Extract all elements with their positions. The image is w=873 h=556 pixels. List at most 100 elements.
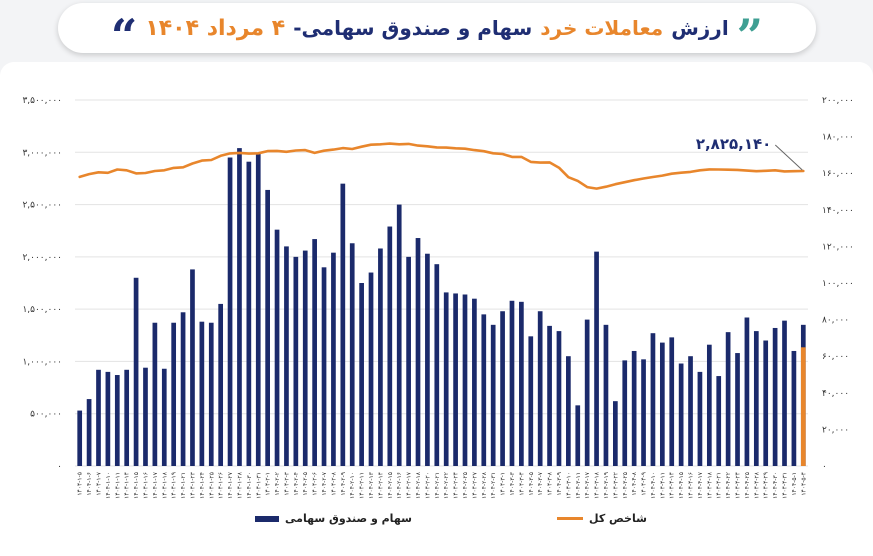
title-part-stocks-funds: سهام و صندوق سهامی- bbox=[293, 16, 533, 40]
bar bbox=[735, 353, 740, 466]
bar bbox=[706, 344, 712, 466]
bar bbox=[763, 340, 769, 466]
x-tick-label: ۱۴۰۴-۵-۱ bbox=[791, 472, 798, 496]
title-part-value: ارزش bbox=[671, 16, 729, 40]
x-tick-label: ۱۴۰۴-۴-۲۹ bbox=[763, 472, 770, 499]
bar bbox=[472, 298, 477, 466]
bar bbox=[171, 322, 177, 466]
bar bbox=[453, 293, 458, 466]
y-right-tick: ۸۰,۰۰۰ bbox=[822, 316, 849, 326]
x-tick-label: ۱۴۰۴-۴-۲۴ bbox=[735, 472, 742, 499]
y-right-tick: ۱۶۰,۰۰۰ bbox=[822, 169, 854, 179]
x-tick-label: ۱۴۰۴-۲-۱۳ bbox=[368, 471, 375, 499]
x-tick-label: ۱۴۰۴-۲-۱۸ bbox=[415, 471, 422, 499]
x-tick-label: ۱۴۰۴-۳-۱۹ bbox=[603, 472, 610, 499]
x-tick-label: ۱۴۰۴-۴-۱۰ bbox=[650, 472, 657, 499]
x-tick-label: ۱۴۰۴-۱-۱۸ bbox=[161, 471, 168, 499]
y-right-tick: ۱۸۰,۰۰۰ bbox=[822, 133, 854, 143]
x-tick-label: ۱۴۰۴-۱-۱۰ bbox=[105, 472, 112, 499]
x-tick-label: ۱۴۰۴-۲-۴ bbox=[293, 472, 300, 496]
bar bbox=[368, 272, 374, 466]
bar bbox=[584, 319, 590, 466]
bar bbox=[434, 264, 440, 466]
y-left-tick: ۳,۵۰۰,۰۰۰ bbox=[22, 96, 62, 106]
x-tick-label: ۱۴۰۴-۴-۳۱ bbox=[782, 472, 789, 499]
x-tick-label: ۱۴۰۴-۳-۲۵ bbox=[622, 472, 629, 499]
bar bbox=[443, 292, 449, 466]
bar bbox=[556, 331, 562, 466]
x-tick-label: ۱۴۰۴-۲-۱۵ bbox=[387, 472, 394, 499]
x-tick-label: ۱۴۰۴-۱-۵ bbox=[77, 472, 84, 496]
bar bbox=[312, 239, 317, 466]
closing-quote-icon: “ bbox=[110, 9, 138, 63]
x-tick-label: ۱۴۰۴-۲-۳۱ bbox=[490, 472, 497, 499]
bar bbox=[406, 256, 411, 466]
x-tick-label: ۱۴۰۴-۲-۲۵ bbox=[462, 472, 469, 499]
x-tick-label: ۱۴۰۴-۱-۲۴ bbox=[199, 472, 206, 499]
x-tick-label: ۱۴۰۴-۵-۴ bbox=[800, 472, 807, 496]
bar bbox=[199, 321, 205, 466]
annotation-label: ۲,۸۲۵,۱۴۰ bbox=[696, 135, 771, 153]
bar bbox=[340, 183, 346, 466]
x-tick-label: ۱۴۰۴-۲-۲۷ bbox=[471, 471, 478, 499]
bar bbox=[190, 269, 195, 466]
opening-quote-icon: ” bbox=[736, 9, 764, 63]
bar bbox=[566, 356, 571, 466]
legend-bars-swatch bbox=[255, 515, 279, 522]
bar bbox=[86, 399, 92, 466]
bar bbox=[744, 317, 750, 466]
x-tick-label: ۱۴۰۴-۱-۲۳ bbox=[189, 471, 196, 499]
bar bbox=[349, 243, 355, 466]
y-right-tick: ۴۰,۰۰۰ bbox=[822, 389, 849, 399]
y-left-tick: ۱,۵۰۰,۰۰۰ bbox=[22, 305, 62, 315]
x-tick-label: ۱۴۰۴-۱-۶ bbox=[86, 472, 93, 496]
x-tick-label: ۱۴۰۴-۲-۶ bbox=[312, 472, 319, 496]
bar bbox=[208, 322, 214, 466]
y-left-tick: ۵۰۰,۰۰۰ bbox=[30, 410, 62, 420]
x-tick-label: ۱۴۰۴-۲-۵ bbox=[302, 472, 309, 496]
title-part-retail-trades: معاملات خرد bbox=[540, 16, 664, 40]
x-tick-label: ۱۴۰۴-۲-۱۴ bbox=[377, 472, 384, 499]
legend-line-label: شاخص کل bbox=[589, 512, 647, 525]
x-tick-label: ۱۴۰۴-۱-۱۵ bbox=[133, 472, 140, 499]
x-tick-label: ۱۴۰۴-۱-۳۰ bbox=[246, 472, 253, 499]
bar bbox=[415, 238, 421, 466]
x-tick-label: ۱۴۰۴-۱-۲۸ bbox=[236, 471, 243, 499]
bar bbox=[274, 229, 280, 466]
x-tick-label: ۱۴۰۴-۴-۹ bbox=[641, 472, 648, 496]
x-tick-label: ۱۴۰۴-۲-۹ bbox=[340, 472, 347, 496]
bar bbox=[669, 337, 675, 466]
x-tick-label: ۱۴۰۴-۲-۱ bbox=[265, 472, 272, 496]
x-tick-label: ۱۴۰۴-۳-۸ bbox=[547, 471, 554, 495]
x-tick-label: ۱۴۰۴-۳-۲۲ bbox=[612, 472, 619, 499]
bar bbox=[396, 204, 402, 467]
x-tick-label: ۱۴۰۴-۲-۷ bbox=[321, 471, 328, 495]
bar bbox=[688, 356, 693, 466]
bar bbox=[152, 322, 158, 466]
bar bbox=[490, 324, 496, 466]
bar bbox=[246, 161, 252, 466]
bar-highlight bbox=[800, 347, 806, 466]
x-tick-label: ۱۴۰۴-۴-۱۷ bbox=[697, 471, 704, 499]
x-tick-label: ۱۴۰۴-۴-۳۰ bbox=[772, 472, 779, 499]
title-banner: ” ارزش معاملات خرد سهام و صندوق سهامی- ۴… bbox=[58, 3, 816, 59]
x-tick-label: ۱۴۰۴-۲-۲ bbox=[274, 472, 281, 496]
x-tick-label: ۱۴۰۴-۱-۱۷ bbox=[152, 471, 159, 499]
bar bbox=[284, 246, 289, 466]
legend-line-swatch bbox=[557, 517, 583, 520]
bar bbox=[302, 250, 308, 466]
y-left-tick: ۱,۰۰۰,۰۰۰ bbox=[22, 357, 62, 367]
x-tick-label: ۱۴۰۴-۳-۷ bbox=[537, 471, 544, 495]
bar bbox=[387, 226, 393, 466]
y-right-tick: ۱۰۰,۰۰۰ bbox=[822, 279, 854, 289]
y-right-tick: ۲۰,۰۰۰ bbox=[822, 425, 849, 435]
bar bbox=[255, 153, 261, 466]
x-tick-label: ۱۴۰۴-۳-۱۰ bbox=[565, 472, 572, 499]
y-right-tick: ۶۰,۰۰۰ bbox=[822, 352, 849, 362]
x-tick-label: ۱۴۰۴-۱-۲۵ bbox=[208, 472, 215, 499]
x-tick-label: ۱۴۰۴-۲-۲۲ bbox=[443, 472, 450, 499]
bar bbox=[641, 359, 646, 466]
bar bbox=[143, 367, 148, 466]
x-tick-label: ۱۴۰۴-۳-۵ bbox=[528, 472, 535, 496]
bar bbox=[753, 331, 759, 466]
